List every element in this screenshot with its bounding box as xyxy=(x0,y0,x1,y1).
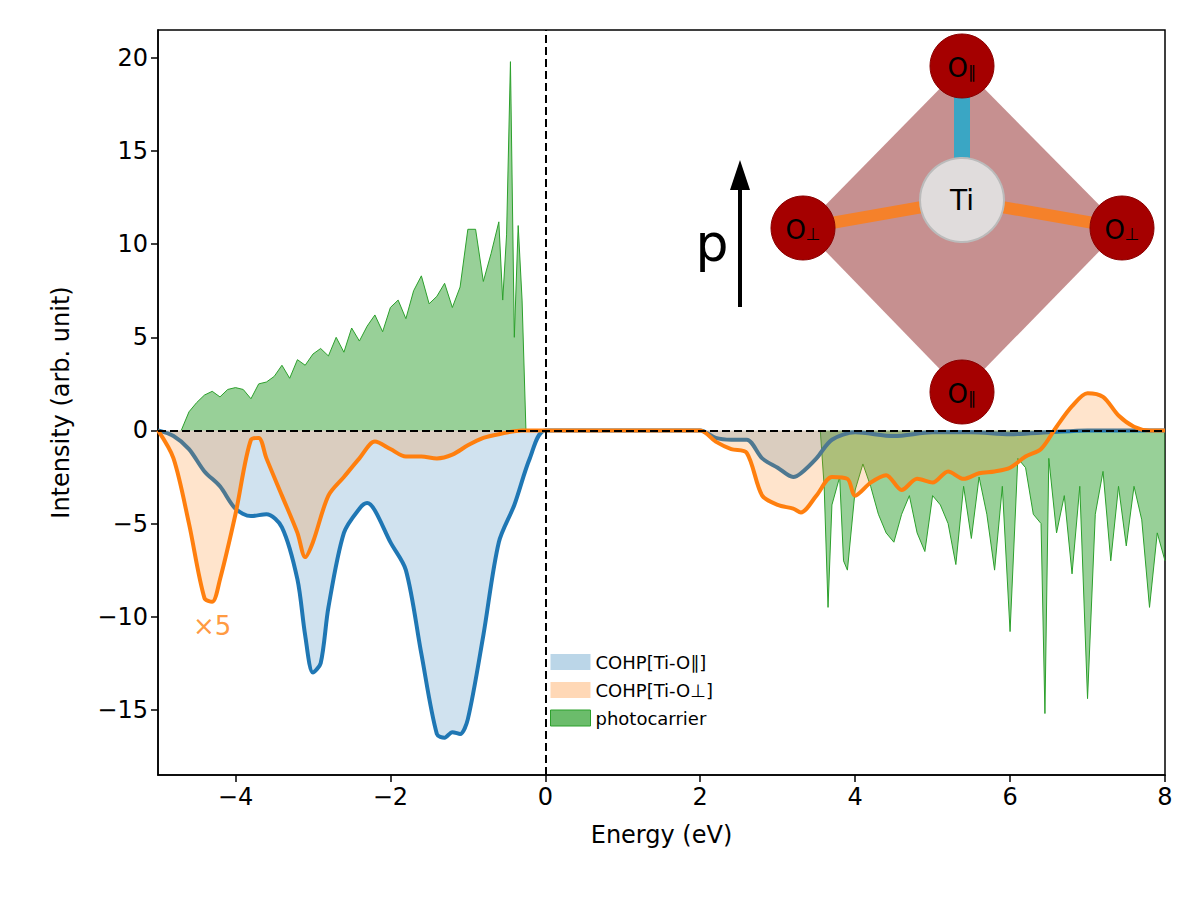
svg-text:4: 4 xyxy=(848,783,863,811)
svg-text:10: 10 xyxy=(117,230,148,258)
svg-text:0: 0 xyxy=(133,416,148,444)
svg-text:−2: −2 xyxy=(373,783,408,811)
svg-text:∥: ∥ xyxy=(968,62,977,82)
svg-text:×5: ×5 xyxy=(193,611,231,641)
svg-text:2: 2 xyxy=(693,783,708,811)
svg-text:COHP[Ti-O∥]: COHP[Ti-O∥] xyxy=(596,652,707,673)
svg-text:−4: −4 xyxy=(218,783,253,811)
svg-text:COHP[Ti-O⊥]: COHP[Ti-O⊥] xyxy=(596,680,713,701)
svg-text:−5: −5 xyxy=(113,510,148,538)
svg-text:−10: −10 xyxy=(97,603,148,631)
svg-text:⊥: ⊥ xyxy=(1125,224,1140,244)
svg-text:6: 6 xyxy=(1002,783,1017,811)
svg-text:−15: −15 xyxy=(97,696,148,724)
svg-text:5: 5 xyxy=(133,323,148,351)
svg-text:O: O xyxy=(785,215,805,245)
svg-text:⊥: ⊥ xyxy=(806,224,821,244)
svg-text:photocarrier: photocarrier xyxy=(596,708,707,729)
svg-text:Intensity (arb. unit): Intensity (arb. unit) xyxy=(47,286,75,518)
svg-text:Ti: Ti xyxy=(949,184,974,217)
svg-text:∥: ∥ xyxy=(968,388,977,408)
svg-text:0: 0 xyxy=(538,783,553,811)
svg-text:8: 8 xyxy=(1157,783,1172,811)
svg-text:20: 20 xyxy=(117,44,148,72)
svg-text:Energy (eV): Energy (eV) xyxy=(591,821,733,849)
svg-text:O: O xyxy=(948,53,968,83)
svg-text:p: p xyxy=(695,213,728,273)
svg-text:15: 15 xyxy=(117,137,148,165)
svg-text:O: O xyxy=(948,379,968,409)
svg-text:O: O xyxy=(1104,215,1124,245)
